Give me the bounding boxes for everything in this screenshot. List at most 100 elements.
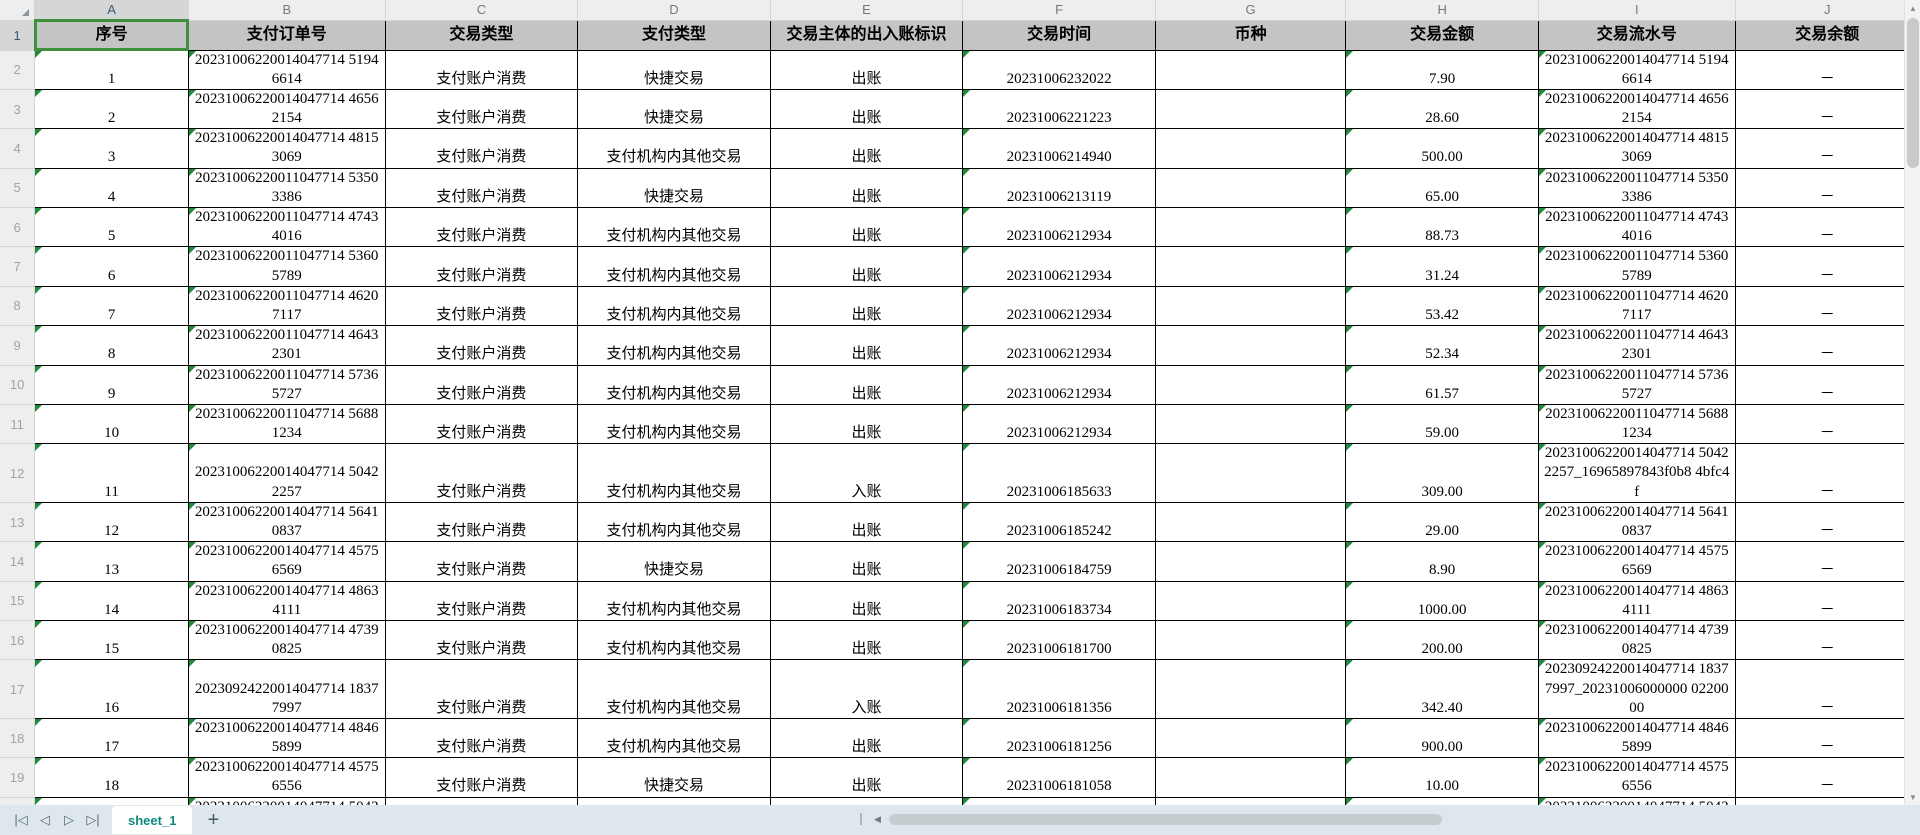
cell-A17[interactable]: 16 <box>34 659 189 719</box>
cell-F20[interactable]: 20231006180728 <box>962 796 1156 805</box>
cell-H8[interactable]: 53.42 <box>1345 285 1539 327</box>
cell-E18[interactable]: 出账 <box>769 717 964 759</box>
cell-H7[interactable]: 31.24 <box>1345 246 1539 287</box>
column-title-g[interactable]: 币种 <box>1154 19 1347 51</box>
cell-B18[interactable]: 20231006220014047714 48465899 <box>187 717 386 759</box>
cell-H18[interactable]: 900.00 <box>1345 717 1539 759</box>
cell-E8[interactable]: 出账 <box>769 285 964 327</box>
cell-A19[interactable]: 18 <box>34 757 189 798</box>
cell-A13[interactable]: 12 <box>34 501 189 543</box>
cell-F12[interactable]: 20231006185633 <box>962 443 1156 503</box>
cell-I7[interactable]: 20231006220011047714 53605789 <box>1537 246 1736 287</box>
cell-F10[interactable]: 20231006212934 <box>962 364 1156 405</box>
row-header-20[interactable]: 20 <box>0 797 36 805</box>
cell-D15[interactable]: 支付机构内其他交易 <box>577 580 771 621</box>
cell-C18[interactable]: 支付账户消费 <box>384 717 579 759</box>
cell-G7[interactable] <box>1154 246 1347 287</box>
cell-I13[interactable]: 20231006220014047714 56410837 <box>1537 501 1736 543</box>
cell-D14[interactable]: 快捷交易 <box>577 541 771 582</box>
sheet-nav-prev-icon[interactable]: ◁ <box>40 812 50 827</box>
column-title-a[interactable]: 序号 <box>33 19 190 51</box>
cell-H14[interactable]: 8.90 <box>1345 541 1539 582</box>
vertical-scroll-thumb[interactable] <box>1907 18 1919 168</box>
column-title-h[interactable]: 交易金额 <box>1345 19 1539 51</box>
column-title-e[interactable]: 交易主体的出入账标识 <box>769 19 964 51</box>
cell-H17[interactable]: 342.40 <box>1345 659 1539 719</box>
cell-D3[interactable]: 快捷交易 <box>577 88 771 130</box>
column-title-b[interactable]: 支付订单号 <box>187 19 386 51</box>
cell-G17[interactable] <box>1154 659 1347 719</box>
cell-H9[interactable]: 52.34 <box>1345 325 1539 366</box>
cell-E11[interactable]: 出账 <box>769 403 964 445</box>
cell-E5[interactable]: 出账 <box>769 167 964 209</box>
horizontal-scroll-track[interactable] <box>888 813 1860 825</box>
cell-G8[interactable] <box>1154 285 1347 327</box>
column-header-i[interactable]: I <box>1538 0 1736 21</box>
row-header-8[interactable]: 8 <box>0 286 36 327</box>
cell-D17[interactable]: 支付机构内其他交易 <box>577 659 771 719</box>
cell-C19[interactable]: 支付账户消费 <box>384 757 579 798</box>
cell-E12[interactable]: 入账 <box>769 443 964 503</box>
cell-E14[interactable]: 出账 <box>769 541 964 582</box>
cell-C13[interactable]: 支付账户消费 <box>384 501 579 543</box>
cell-A7[interactable]: 6 <box>34 246 189 287</box>
cell-A15[interactable]: 14 <box>34 580 189 621</box>
sheet-nav-next-icon[interactable]: ▷ <box>64 812 74 827</box>
cell-E3[interactable]: 出账 <box>769 88 964 130</box>
column-header-e[interactable]: E <box>770 0 964 21</box>
cell-E17[interactable]: 入账 <box>769 659 964 719</box>
cell-E10[interactable]: 出账 <box>769 364 964 405</box>
cell-G10[interactable] <box>1154 364 1347 405</box>
cell-F16[interactable]: 20231006181700 <box>962 619 1156 661</box>
cell-C17[interactable]: 支付账户消费 <box>384 659 579 719</box>
cell-D4[interactable]: 支付机构内其他交易 <box>577 128 771 169</box>
split-handle[interactable] <box>860 813 862 825</box>
cell-F17[interactable]: 20231006181356 <box>962 659 1156 719</box>
cell-F5[interactable]: 20231006213119 <box>962 167 1156 209</box>
cell-A14[interactable]: 13 <box>34 541 189 582</box>
cell-H16[interactable]: 200.00 <box>1345 619 1539 661</box>
cell-B14[interactable]: 20231006220014047714 45756569 <box>187 541 386 582</box>
cell-F13[interactable]: 20231006185242 <box>962 501 1156 543</box>
cell-J7[interactable]: － <box>1734 246 1920 287</box>
cell-B19[interactable]: 20231006220014047714 45756556 <box>187 757 386 798</box>
cell-B20[interactable]: 20231006220014047714 50422257 <box>187 796 386 805</box>
cell-F8[interactable]: 20231006212934 <box>962 285 1156 327</box>
cell-F11[interactable]: 20231006212934 <box>962 403 1156 445</box>
cell-D6[interactable]: 支付机构内其他交易 <box>577 206 771 248</box>
cell-C16[interactable]: 支付账户消费 <box>384 619 579 661</box>
cell-G3[interactable] <box>1154 88 1347 130</box>
cell-E7[interactable]: 出账 <box>769 246 964 287</box>
cell-G4[interactable] <box>1154 128 1347 169</box>
cell-J6[interactable]: － <box>1734 206 1920 248</box>
cell-D20[interactable]: 支付机构内其他交易 <box>577 796 771 805</box>
cell-B9[interactable]: 20231006220011047714 46432301 <box>187 325 386 366</box>
cell-J3[interactable]: － <box>1734 88 1920 130</box>
cell-D18[interactable]: 支付机构内其他交易 <box>577 717 771 759</box>
sheet-nav-first-icon[interactable]: |◁ <box>14 812 28 827</box>
column-title-d[interactable]: 支付类型 <box>577 19 771 51</box>
cell-G2[interactable] <box>1154 49 1347 90</box>
cell-A4[interactable]: 3 <box>34 128 189 169</box>
cell-D19[interactable]: 快捷交易 <box>577 757 771 798</box>
cell-G11[interactable] <box>1154 403 1347 445</box>
cell-B13[interactable]: 20231006220014047714 56410837 <box>187 501 386 543</box>
column-title-j[interactable]: 交易余额 <box>1734 19 1920 51</box>
row-header-3[interactable]: 3 <box>0 89 36 130</box>
cell-H11[interactable]: 59.00 <box>1345 403 1539 445</box>
cell-G5[interactable] <box>1154 167 1347 209</box>
cell-H10[interactable]: 61.57 <box>1345 364 1539 405</box>
cell-I14[interactable]: 20231006220014047714 45756569 <box>1537 541 1736 582</box>
cell-J5[interactable]: － <box>1734 167 1920 209</box>
cell-H20[interactable]: 1598.00 <box>1345 796 1539 805</box>
cell-G19[interactable] <box>1154 757 1347 798</box>
cell-H2[interactable]: 7.90 <box>1345 49 1539 90</box>
row-header-5[interactable]: 5 <box>0 168 36 209</box>
cell-B16[interactable]: 20231006220014047714 47390825 <box>187 619 386 661</box>
cell-A3[interactable]: 2 <box>34 88 189 130</box>
select-all-corner[interactable] <box>0 0 36 21</box>
add-sheet-button[interactable]: + <box>207 809 220 831</box>
cell-J16[interactable]: － <box>1734 619 1920 661</box>
cell-E20[interactable]: 出账 <box>769 796 964 805</box>
column-header-c[interactable]: C <box>385 0 579 21</box>
